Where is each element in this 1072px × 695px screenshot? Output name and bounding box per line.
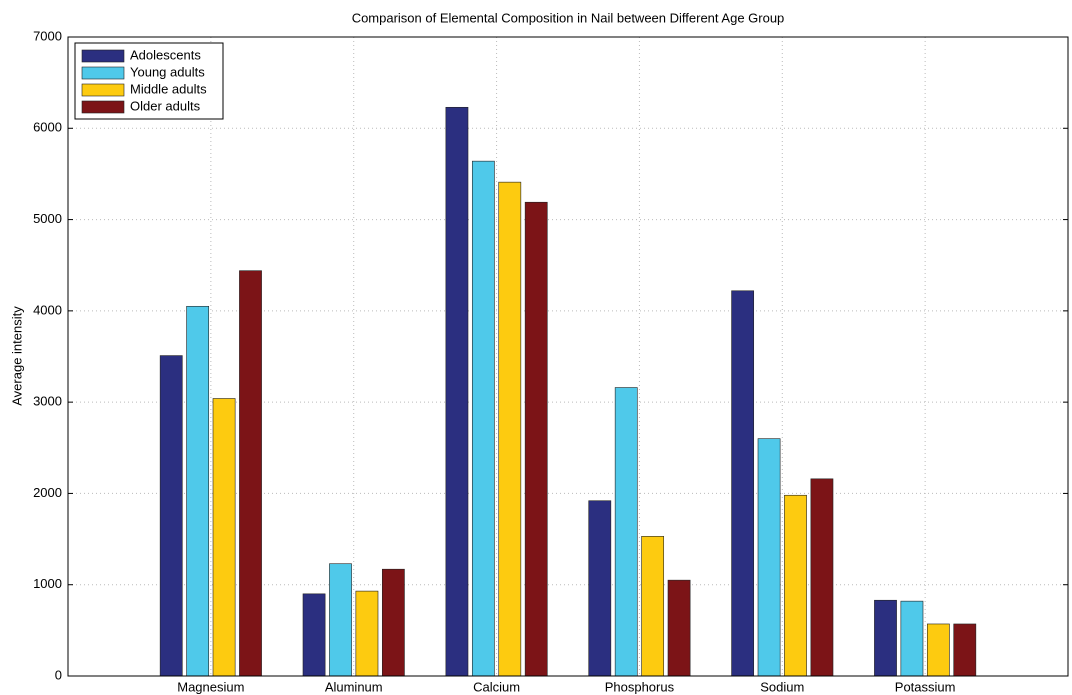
- y-tick-label: 1000: [33, 576, 62, 591]
- bar: [498, 181, 522, 677]
- legend-label: Adolescents: [130, 47, 201, 62]
- legend-label: Older adults: [130, 98, 201, 113]
- bar: [381, 568, 405, 677]
- bar: [614, 387, 638, 677]
- bar: [757, 438, 781, 677]
- legend-label: Middle adults: [130, 81, 207, 96]
- chart-title: Comparison of Elemental Composition in N…: [352, 10, 785, 25]
- bar: [641, 536, 665, 677]
- bar: [186, 305, 210, 677]
- bar: [329, 563, 352, 677]
- y-tick-label: 2000: [33, 485, 62, 500]
- legend-label: Young adults: [130, 64, 205, 79]
- x-tick-label: Magnesium: [177, 679, 244, 694]
- bar: [524, 201, 548, 677]
- bar: [731, 290, 755, 677]
- bar: [953, 623, 977, 677]
- bar: [588, 500, 612, 677]
- bar: [784, 494, 807, 677]
- bar: [810, 478, 834, 677]
- bar: [874, 599, 897, 677]
- legend-swatch: [81, 66, 125, 80]
- x-tick-label: Phosphorus: [605, 679, 675, 694]
- bar: [355, 590, 379, 677]
- bar: [212, 398, 236, 677]
- y-axis-label: Average intensity: [9, 306, 24, 406]
- legend-swatch: [81, 83, 125, 97]
- bar: [926, 623, 950, 677]
- x-tick-label: Calcium: [473, 679, 520, 694]
- y-tick-label: 4000: [33, 302, 62, 317]
- bar: [471, 160, 495, 677]
- legend-swatch: [81, 49, 125, 63]
- bar: [667, 579, 691, 677]
- y-tick-label: 0: [55, 667, 62, 682]
- x-tick-label: Aluminum: [325, 679, 383, 694]
- bar: [445, 106, 469, 677]
- legend-swatch: [81, 100, 125, 114]
- x-tick-label: Sodium: [760, 679, 804, 694]
- x-tick-label: Potassium: [895, 679, 956, 694]
- bar: [239, 270, 262, 677]
- y-tick-label: 7000: [33, 28, 62, 43]
- bar: [159, 355, 183, 677]
- bar: [302, 593, 326, 677]
- bar: [900, 600, 924, 677]
- y-tick-label: 6000: [33, 120, 62, 135]
- plot-frame: [67, 36, 1069, 677]
- y-tick-label: 5000: [33, 211, 62, 226]
- y-tick-label: 3000: [33, 394, 62, 409]
